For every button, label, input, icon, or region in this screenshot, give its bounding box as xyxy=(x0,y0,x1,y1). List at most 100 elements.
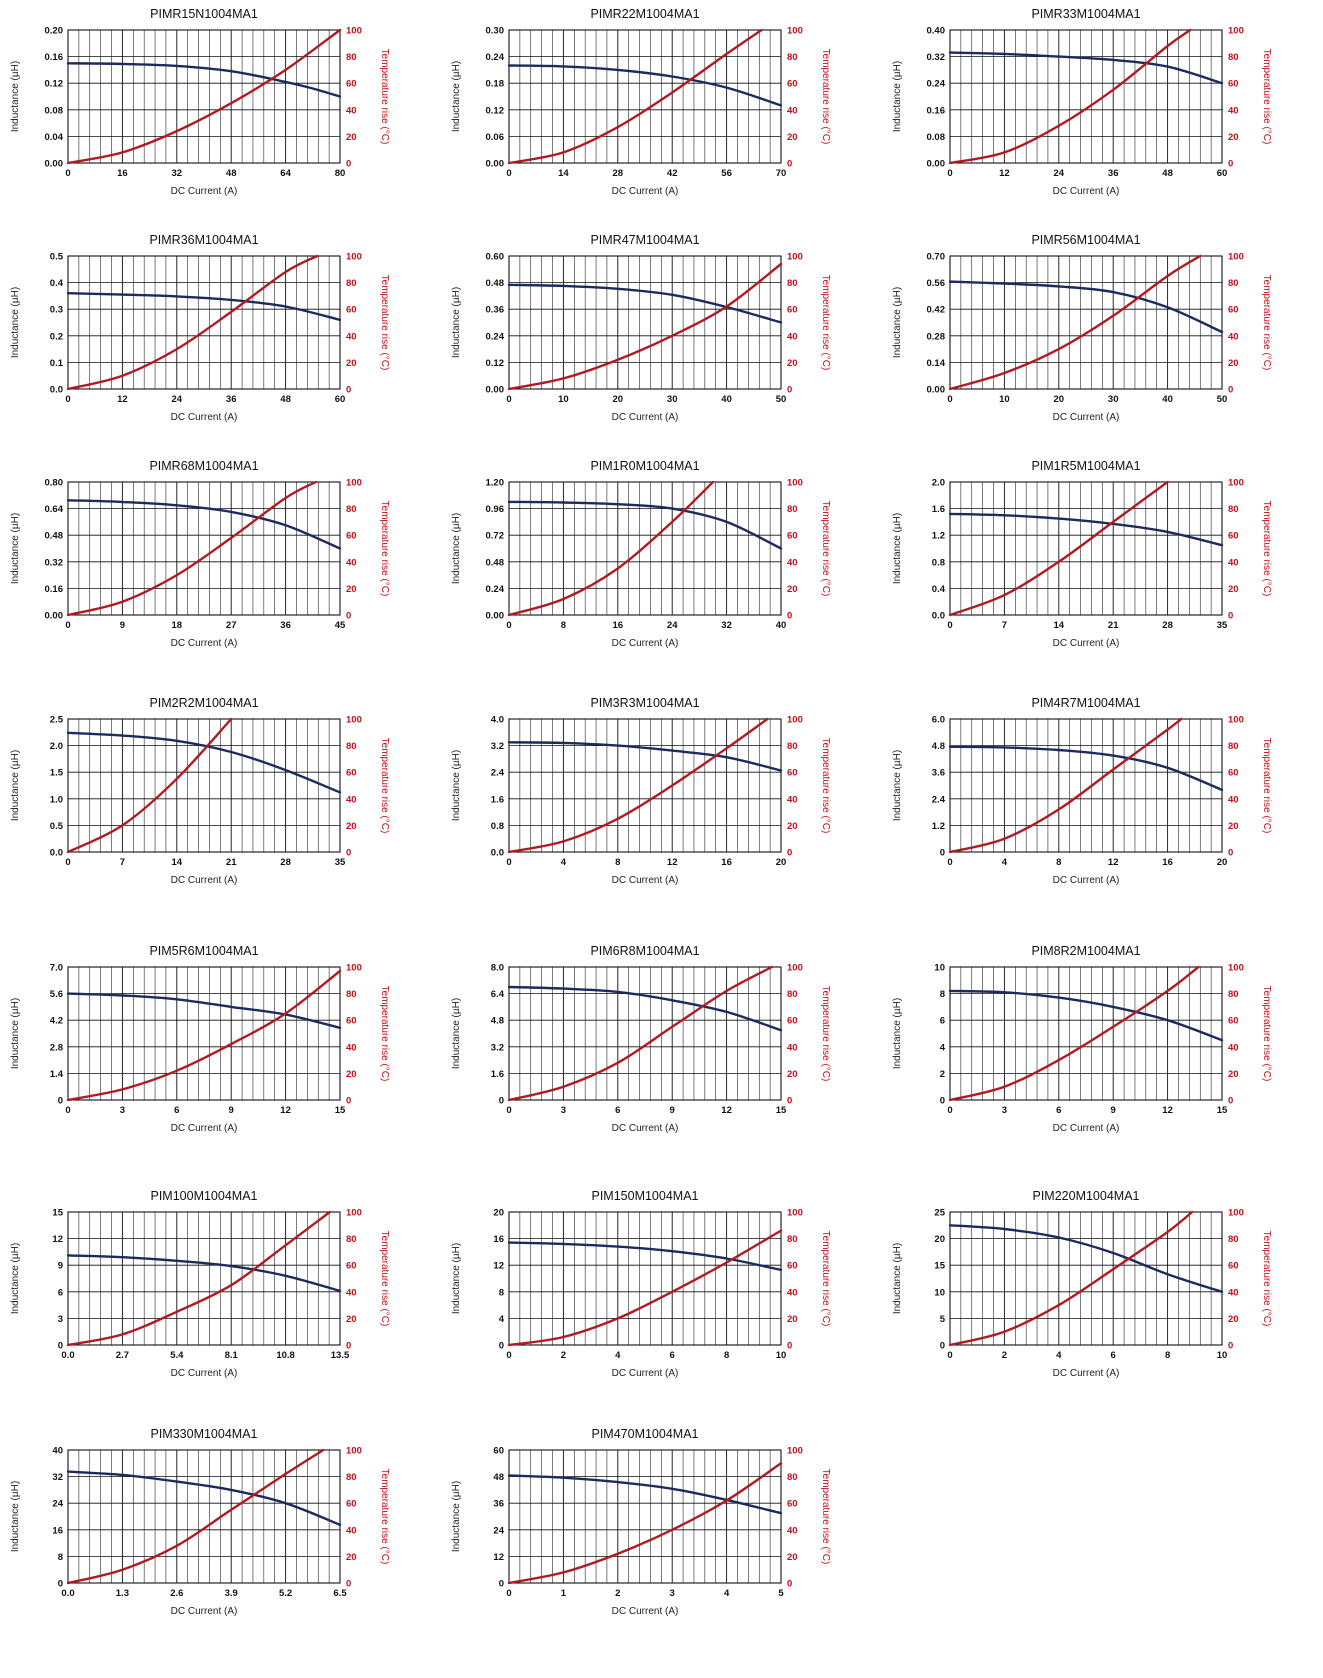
y-axis-label: Inductance (µH) xyxy=(892,287,903,358)
y-axis-label: Inductance (µH) xyxy=(10,287,21,358)
y2-tick-label: 80 xyxy=(346,989,357,1000)
inductance-curve xyxy=(948,512,1224,547)
x-tick-label: 0 xyxy=(947,1105,952,1116)
x-tick-label: 15 xyxy=(335,1105,346,1116)
x-tick-label: 3 xyxy=(1002,1105,1007,1116)
x-tick-label: 36 xyxy=(226,394,237,405)
x-tick-label: 20 xyxy=(1217,857,1228,868)
y2-tick-label: 20 xyxy=(346,358,357,369)
y2-axis-label: Temperature rise (°C) xyxy=(379,501,390,597)
chart-grid-lines xyxy=(509,30,781,163)
x-tick-label: 13.5 xyxy=(331,1350,350,1361)
y2-tick-label: 60 xyxy=(1228,1261,1239,1272)
plot-frame xyxy=(949,1211,1223,1346)
x-tick-label: 40 xyxy=(1162,394,1173,405)
y2-tick-label: 100 xyxy=(787,1446,803,1457)
y-tick-label: 12 xyxy=(493,1552,504,1563)
x-tick-label: 8 xyxy=(561,620,566,631)
y-axis-label: Inductance (µH) xyxy=(451,1243,462,1314)
y2-tick-label: 20 xyxy=(1228,1069,1239,1080)
x-tick-label: 10 xyxy=(558,394,569,405)
x-tick-label: 35 xyxy=(335,857,346,868)
y-axis-label: Inductance (µH) xyxy=(10,750,21,821)
y2-axis-label: Temperature rise (°C) xyxy=(820,1469,831,1565)
inductance-curve xyxy=(507,985,783,1032)
y2-tick-label: 100 xyxy=(787,1208,803,1219)
y2-tick-label: 40 xyxy=(346,794,357,805)
x-tick-label: 32 xyxy=(721,620,732,631)
x-tick-label: 50 xyxy=(776,394,787,405)
y2-tick-label: 60 xyxy=(346,531,357,542)
y-tick-label: 0.16 xyxy=(45,584,64,595)
x-axis-label: DC Current (A) xyxy=(1053,638,1120,649)
x-tick-label: 40 xyxy=(721,394,732,405)
chart-title: PIMR22M1004MA1 xyxy=(590,7,699,21)
x-tick-label: 60 xyxy=(335,394,346,405)
x-tick-label: 21 xyxy=(226,857,237,868)
x-tick-label: 0 xyxy=(947,1350,952,1361)
y2-tick-label: 0 xyxy=(346,848,351,859)
chart-panel: PIM2R2M1004MA1 0 7 14 21 28 35 0.0 0.5 1.0 1.5 2.0 2… xyxy=(0,689,441,927)
x-tick-label: 12 xyxy=(999,168,1010,179)
y-tick-label: 0.36 xyxy=(486,305,505,316)
inductance-curve xyxy=(507,1241,783,1272)
y2-tick-label: 20 xyxy=(346,132,357,143)
x-tick-label: 10 xyxy=(776,1350,787,1361)
chart-panel: PIM6R8M1004MA1 0 3 6 9 12 15 0 1.6 3.2 4.8 6.4 8.0 0 2… xyxy=(441,937,882,1175)
y-tick-label: 6 xyxy=(940,1016,945,1027)
y2-tick-label: 40 xyxy=(787,1042,798,1053)
chart-title: PIM330M1004MA1 xyxy=(150,1427,257,1441)
temperature-rise-curve xyxy=(66,480,317,617)
y-tick-label: 48 xyxy=(493,1472,504,1483)
x-tick-label: 3.9 xyxy=(225,1588,238,1599)
x-tick-label: 18 xyxy=(172,620,183,631)
chart-grid-lines xyxy=(68,482,340,615)
x-axis-label: DC Current (A) xyxy=(1053,875,1120,886)
x-tick-label: 6 xyxy=(670,1350,675,1361)
x-tick-label: 4 xyxy=(1056,1350,1062,1361)
temperature-rise-curve xyxy=(66,28,342,165)
x-tick-label: 14 xyxy=(558,168,569,179)
y-tick-label: 10 xyxy=(934,963,945,974)
y-tick-label: 6.4 xyxy=(491,989,505,1000)
y2-tick-label: 100 xyxy=(346,1208,362,1219)
chart-svg: PIMR47M1004MA1 0 10 20 30 40 50 0.00 0.12 0.24 0.3… xyxy=(451,233,831,423)
y-axis-label: Inductance (µH) xyxy=(892,1243,903,1314)
y-tick-label: 0.4 xyxy=(50,278,64,289)
y-tick-label: 1.2 xyxy=(932,531,945,542)
y2-tick-label: 20 xyxy=(1228,1314,1239,1325)
inductance-curve xyxy=(66,731,342,794)
y-tick-label: 15 xyxy=(52,1208,63,1219)
y-tick-label: 8 xyxy=(58,1552,63,1563)
inductance-curve xyxy=(948,280,1224,334)
x-tick-label: 9 xyxy=(1111,1105,1116,1116)
y-axis-label: Inductance (µH) xyxy=(892,998,903,1069)
y-tick-label: 0.48 xyxy=(486,557,505,568)
x-tick-label: 16 xyxy=(1162,857,1173,868)
y2-tick-label: 0 xyxy=(346,1096,351,1107)
y2-axis-label: Temperature rise (°C) xyxy=(1261,275,1272,371)
inductance-curve xyxy=(507,1474,783,1515)
y-tick-label: 0.48 xyxy=(45,531,64,542)
temperature-rise-curve xyxy=(66,969,342,1102)
chart-title: PIMR56M1004MA1 xyxy=(1031,233,1140,247)
x-tick-label: 12 xyxy=(1162,1105,1173,1116)
x-tick-label: 32 xyxy=(172,168,183,179)
y-tick-label: 0.24 xyxy=(486,331,505,342)
y-tick-label: 25 xyxy=(934,1208,945,1219)
y-tick-label: 0.4 xyxy=(932,584,946,595)
x-tick-label: 27 xyxy=(226,620,237,631)
x-tick-label: 15 xyxy=(776,1105,787,1116)
x-axis-label: DC Current (A) xyxy=(171,1368,238,1379)
y-tick-label: 2 xyxy=(940,1069,945,1080)
x-tick-label: 0 xyxy=(506,1350,511,1361)
y-tick-label: 4 xyxy=(499,1314,505,1325)
y2-tick-label: 100 xyxy=(787,478,803,489)
y2-tick-label: 0 xyxy=(787,159,792,170)
y-tick-label: 0.8 xyxy=(932,557,945,568)
y-tick-label: 0.00 xyxy=(486,611,505,622)
x-tick-label: 6 xyxy=(1111,1350,1116,1361)
